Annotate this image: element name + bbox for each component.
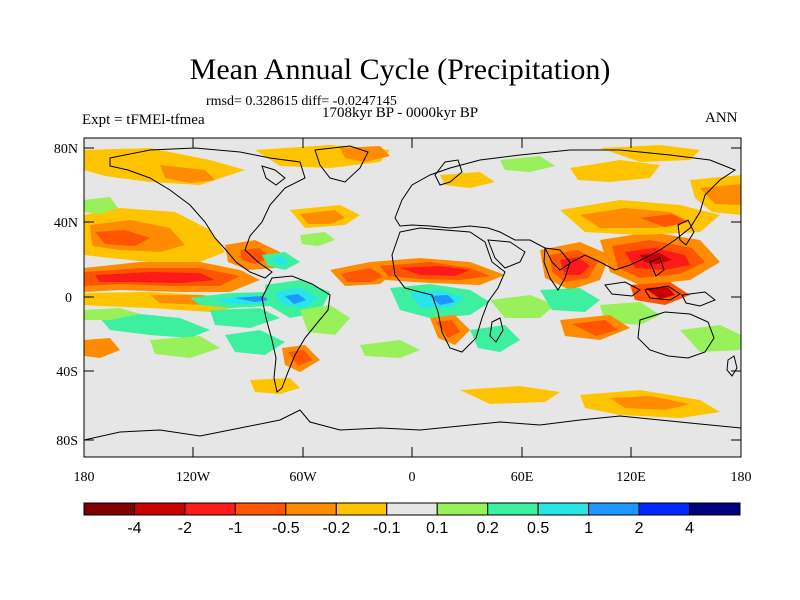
lon-tick-label: 0	[409, 470, 416, 485]
precip-anomaly-field	[84, 145, 741, 418]
colorbar-swatch	[386, 502, 438, 516]
colorbar-label: 1	[584, 520, 593, 537]
tick-marks	[83, 138, 742, 457]
colorbar: -4 -2 -1 -0.5 -0.2 -0.1 0.1 0.2 0.5 1 2 4	[83, 502, 741, 537]
period-label: 1708kyr BP - 0000kyr BP	[322, 105, 479, 121]
colorbar-label: -0.1	[373, 520, 401, 537]
colorbar-label: 2	[635, 520, 644, 537]
lat-tick-label: 80S	[56, 434, 78, 449]
lon-tick-label: 60E	[511, 470, 534, 485]
lon-tick-label: 120E	[616, 470, 646, 485]
colorbar-label: -2	[178, 520, 192, 537]
lat-tick-label: 80N	[54, 142, 78, 157]
colorbar-swatch	[83, 502, 135, 516]
lat-tick-label: 40S	[56, 365, 78, 380]
season-label: ANN	[705, 110, 738, 126]
coastlines	[84, 145, 741, 441]
colorbar-label: 0.1	[426, 520, 448, 537]
colorbar-label: -0.5	[272, 520, 300, 537]
lat-tick-label: 0	[65, 291, 72, 306]
colorbar-label: 0.5	[527, 520, 549, 537]
map-panel	[84, 138, 741, 457]
colorbar-swatch	[436, 502, 489, 516]
colorbar-swatch	[537, 502, 590, 516]
lon-tick-label: 60W	[289, 470, 317, 485]
map-title: Mean Annual Cycle (Precipitation)	[189, 53, 611, 86]
lon-tick-label: 180	[731, 470, 752, 485]
colorbar-swatch	[487, 502, 539, 516]
colorbar-swatch	[234, 502, 287, 516]
colorbar-swatch	[133, 502, 186, 516]
lat-tick-label: 40N	[54, 216, 78, 231]
colorbar-swatch	[335, 502, 388, 516]
colorbar-label: -4	[127, 520, 141, 537]
experiment-label: Expt = tFMEl-tfmea	[82, 112, 205, 128]
colorbar-label: -1	[228, 520, 242, 537]
colorbar-swatch	[638, 502, 691, 516]
lon-tick-label: 120W	[176, 470, 211, 485]
lon-tick-label: 180	[74, 470, 95, 485]
colorbar-swatch	[689, 502, 741, 516]
colorbar-swatch	[285, 502, 337, 516]
colorbar-swatch	[184, 502, 236, 516]
colorbar-label: 4	[685, 520, 694, 537]
colorbar-label: 0.2	[477, 520, 499, 537]
colorbar-swatch	[588, 502, 640, 516]
stats-label: rmsd= 0.328615 diff= -0.0247145	[206, 94, 397, 109]
colorbar-label: -0.2	[323, 520, 351, 537]
